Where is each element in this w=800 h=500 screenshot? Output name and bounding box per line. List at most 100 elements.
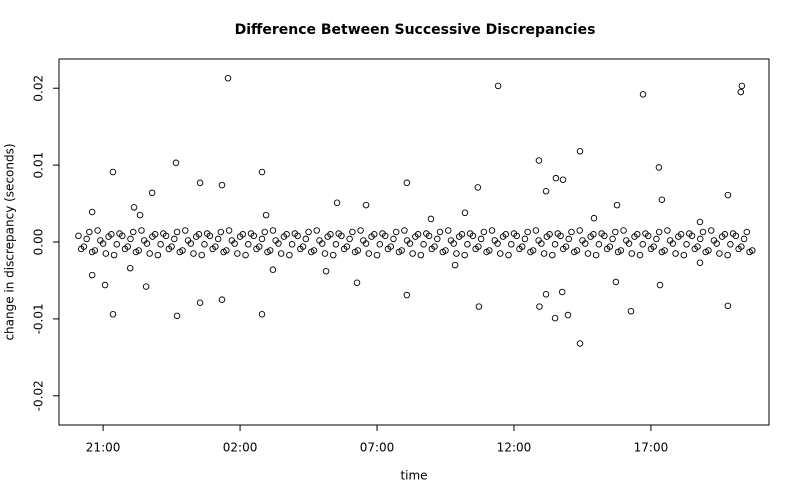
point [86, 228, 93, 236]
point [486, 247, 493, 254]
point [724, 302, 732, 310]
point [187, 240, 195, 247]
point [480, 228, 488, 236]
point [217, 228, 225, 236]
point [628, 250, 636, 257]
point [518, 243, 526, 250]
point [639, 91, 647, 98]
point [239, 231, 247, 238]
point [551, 314, 559, 322]
point [420, 241, 427, 248]
y-axis-label: change in discrepancy (seconds) [3, 143, 17, 340]
point [536, 303, 543, 310]
point [327, 231, 334, 238]
point [329, 251, 337, 259]
point [223, 247, 230, 254]
point [749, 247, 756, 254]
point [417, 251, 425, 259]
point [80, 243, 88, 250]
point [102, 250, 110, 257]
point [696, 259, 704, 267]
point [338, 232, 345, 240]
point [283, 231, 290, 238]
point [542, 291, 550, 298]
point [143, 240, 151, 247]
point [225, 227, 233, 234]
point [453, 250, 460, 257]
point [716, 250, 723, 257]
point [258, 311, 266, 318]
point [231, 240, 238, 247]
point [373, 251, 381, 259]
point [732, 232, 740, 240]
point [242, 251, 249, 259]
point [707, 227, 715, 234]
point [680, 251, 688, 259]
point [540, 250, 548, 257]
point [592, 251, 600, 259]
point [91, 247, 99, 254]
point [696, 235, 704, 243]
point [148, 189, 156, 197]
point [576, 148, 584, 155]
chart-title: Difference Between Successive Discrepanc… [235, 22, 596, 38]
point [724, 251, 731, 259]
point [275, 240, 282, 247]
point [474, 184, 482, 191]
point [655, 164, 663, 171]
point [564, 311, 572, 319]
point [171, 235, 178, 243]
point [101, 281, 109, 289]
point [609, 235, 616, 243]
point [529, 247, 537, 254]
point [656, 281, 664, 289]
point [198, 251, 205, 259]
point [633, 231, 641, 238]
point [403, 291, 411, 299]
point [494, 240, 501, 247]
point [427, 215, 435, 223]
point [494, 82, 502, 90]
point [620, 227, 627, 234]
point [392, 228, 400, 236]
point [507, 241, 515, 248]
point [124, 243, 132, 250]
point [130, 204, 138, 211]
point [559, 176, 567, 183]
point [581, 240, 589, 247]
point [75, 232, 82, 240]
point [406, 240, 414, 247]
point [705, 247, 712, 254]
point [409, 250, 416, 257]
point [565, 235, 573, 243]
point [346, 235, 353, 243]
point [332, 241, 340, 248]
point [119, 232, 126, 240]
point [414, 231, 422, 238]
point [371, 231, 378, 238]
point [513, 232, 520, 240]
point [627, 307, 635, 315]
y-tick-label: -0.01 [32, 303, 46, 334]
point [625, 240, 633, 247]
point [127, 235, 134, 243]
point [354, 247, 362, 254]
point [664, 227, 671, 234]
point [521, 235, 529, 243]
point [277, 250, 285, 257]
point [266, 247, 274, 254]
x-tick-label: 21:00 [86, 441, 121, 455]
point [288, 241, 296, 248]
point [738, 243, 745, 250]
point [458, 231, 466, 238]
point [655, 228, 663, 236]
point [436, 228, 444, 236]
point [551, 241, 559, 248]
point [214, 235, 222, 243]
point [129, 228, 137, 236]
point [182, 227, 189, 234]
point [262, 211, 270, 219]
point [595, 241, 603, 248]
point [135, 247, 142, 254]
